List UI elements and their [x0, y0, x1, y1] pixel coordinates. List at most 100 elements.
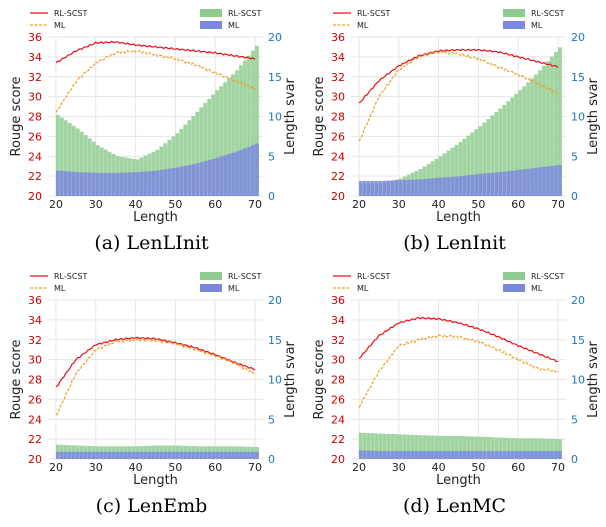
y-tick-label: 36	[28, 31, 42, 44]
ml-length-bar	[63, 451, 68, 459]
ml-length-bar	[370, 180, 375, 196]
ml-length-bar	[358, 450, 363, 459]
y2-tick-label: 20	[268, 294, 282, 307]
x-tick-label: 70	[551, 461, 565, 474]
legend-label-rl-scst-line: RL-SCST	[357, 272, 391, 281]
rl-scst-length-bar	[418, 435, 423, 459]
ml-length-bar	[191, 164, 196, 196]
y-tick-label: 20	[331, 190, 345, 203]
ml-length-bar	[127, 172, 132, 196]
ml-length-bar	[55, 451, 60, 459]
ml-length-bar	[71, 451, 76, 459]
ml-length-bar	[107, 172, 112, 196]
y2-tick-label: 10	[268, 111, 282, 124]
y-tick-label: 24	[331, 413, 345, 426]
y-tick-label: 36	[331, 31, 345, 44]
x-axis-label: Length	[436, 473, 481, 488]
x-tick-label: 20	[49, 461, 63, 474]
y-tick-label: 30	[331, 354, 345, 367]
y-tick-label: 28	[28, 111, 42, 124]
ml-length-bar	[538, 167, 542, 196]
rl-scst-length-bar	[410, 434, 415, 459]
rl-scst-length-bar	[255, 45, 259, 197]
rl-scst-length-bar	[510, 97, 515, 196]
ml-length-bar	[558, 451, 562, 459]
rl-scst-length-bar	[518, 438, 523, 459]
ml-length-bar	[87, 451, 92, 459]
ml-length-bar	[450, 451, 455, 459]
ml-length-bar	[123, 172, 128, 196]
ml-length-bar	[542, 451, 546, 459]
ml-length-bar	[462, 451, 467, 459]
ml-length-bar	[71, 171, 76, 196]
ml-length-bar	[490, 172, 495, 196]
x-tick-label: 30	[392, 461, 406, 474]
y-tick-label: 26	[331, 393, 345, 406]
ml-length-bar	[139, 171, 144, 196]
rl-scst-length-bar	[518, 90, 523, 196]
legend-swatch-rl-scst-bar	[503, 9, 525, 17]
ml-length-bar	[366, 450, 371, 459]
rl-scst-length-bar	[366, 433, 371, 459]
rl-scst-length-bar	[430, 435, 435, 459]
rl-scst-length-bar	[63, 120, 68, 196]
rl-scst-length-bar	[203, 103, 208, 196]
y2-tick-label: 0	[571, 453, 578, 466]
rl-scst-length-bar	[426, 435, 431, 459]
rl-scst-length-bar	[446, 150, 451, 196]
rl-scst-length-bar	[454, 144, 459, 196]
rl-scst-length-bar	[474, 129, 479, 196]
ml-length-bar	[418, 179, 423, 196]
ml-length-bar	[123, 451, 128, 459]
y2-axis-label: Length svar	[586, 340, 601, 417]
ml-length-bar	[482, 173, 487, 196]
rl-scst-length-bar	[231, 74, 235, 196]
rl-scst-length-bar	[414, 434, 419, 459]
ml-length-bar	[442, 177, 447, 196]
rl-scst-length-bar	[235, 70, 239, 196]
rl-scst-line	[358, 48, 559, 104]
y-tick-label: 32	[331, 334, 345, 347]
y2-tick-label: 5	[571, 150, 578, 163]
y2-tick-label: 10	[571, 111, 585, 124]
ml-length-bar	[510, 170, 515, 196]
rl-scst-length-bar	[227, 78, 231, 196]
ml-length-bar	[374, 180, 379, 196]
ml-length-bar	[362, 450, 367, 459]
rl-scst-length-bar	[199, 107, 204, 196]
ml-length-bar	[167, 168, 172, 196]
y-tick-label: 30	[28, 91, 42, 104]
ml-length-bar	[67, 451, 72, 459]
ml-length-bar	[546, 451, 550, 459]
ml-length-bar	[378, 451, 383, 459]
ml-length-bar	[135, 172, 140, 196]
legend-swatch-ml-bar	[503, 21, 525, 29]
y-tick-label: 28	[331, 374, 345, 387]
rl-scst-length-bar	[378, 433, 383, 459]
rl-scst-length-bar	[67, 123, 72, 196]
ml-length-bar	[203, 451, 208, 459]
y-axis-label: Rouge score	[9, 77, 24, 157]
ml-length-bar	[115, 451, 120, 459]
rl-scst-length-bar	[75, 128, 80, 196]
ml-line	[358, 334, 559, 408]
ml-length-bar	[215, 157, 220, 196]
ml-length-bar	[510, 451, 515, 459]
ml-length-bar	[167, 451, 172, 459]
ml-length-bar	[446, 451, 451, 459]
y-tick-label: 24	[28, 150, 42, 163]
rl-scst-length-bar	[558, 47, 562, 197]
x-tick-label: 40	[129, 461, 143, 474]
ml-length-bar	[470, 174, 475, 196]
ml-length-bar	[207, 451, 212, 459]
ml-length-bar	[227, 154, 231, 196]
ml-length-bar	[75, 172, 80, 196]
rl-scst-line	[358, 316, 559, 363]
ml-length-bar	[550, 165, 554, 196]
ml-length-bar	[474, 174, 479, 196]
rl-scst-length-bar	[71, 125, 76, 196]
y-tick-label: 34	[331, 314, 345, 327]
y-tick-label: 32	[28, 334, 42, 347]
ml-length-bar	[538, 451, 542, 459]
